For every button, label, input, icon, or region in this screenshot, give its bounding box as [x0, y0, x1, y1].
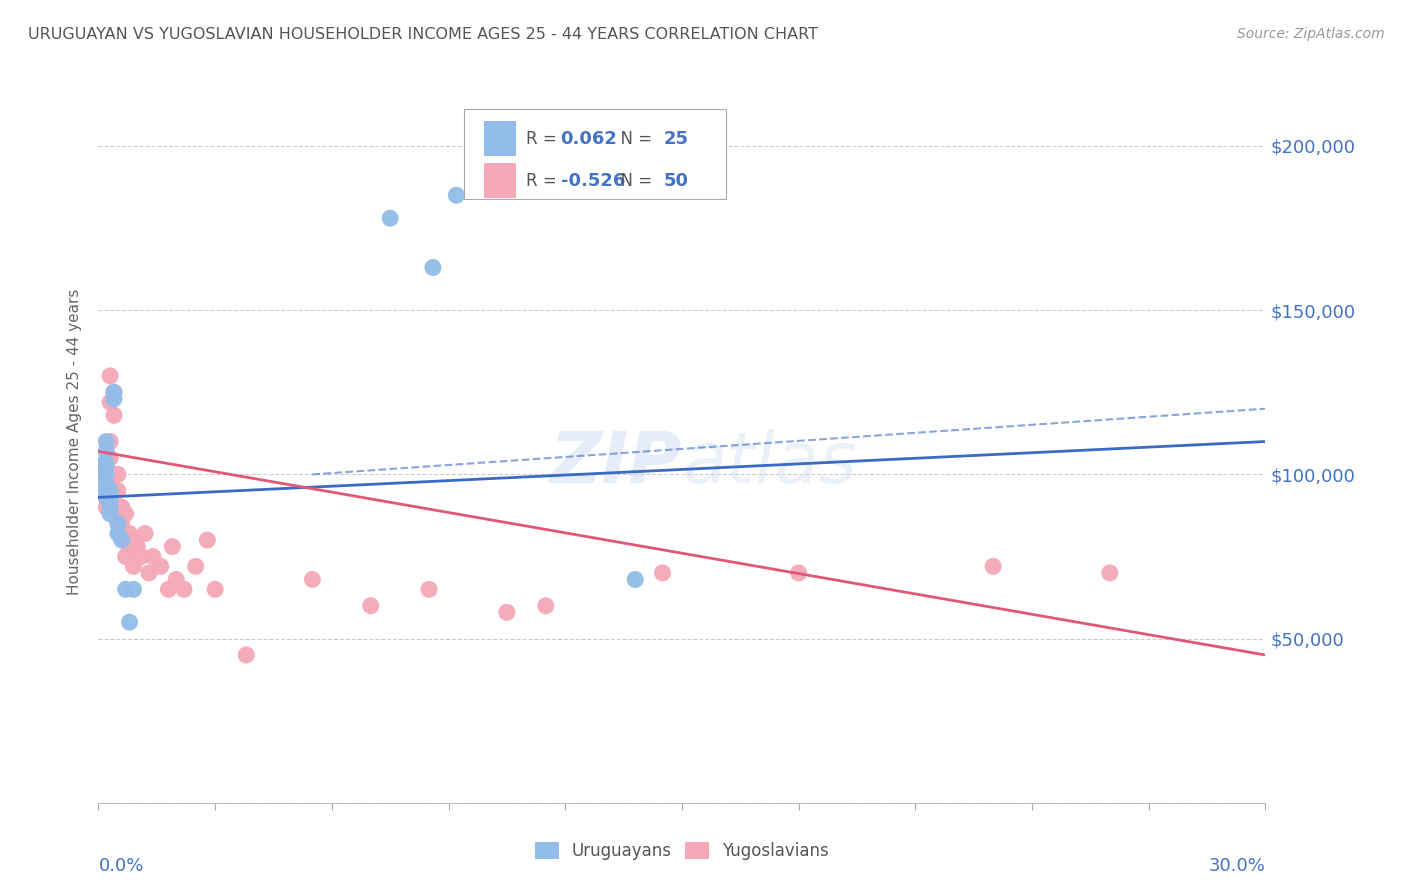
Point	[173, 582, 195, 597]
Point	[103, 409, 125, 423]
Point	[98, 507, 121, 521]
Point	[380, 211, 402, 226]
Point	[122, 582, 145, 597]
Point	[107, 526, 129, 541]
Point	[98, 500, 121, 515]
Point	[118, 540, 141, 554]
Point	[149, 559, 172, 574]
Text: 0.0%: 0.0%	[98, 857, 143, 875]
Text: R =: R =	[526, 172, 561, 190]
Text: Source: ZipAtlas.com: Source: ZipAtlas.com	[1237, 27, 1385, 41]
Point	[446, 188, 468, 202]
Point	[111, 516, 134, 531]
Point	[98, 395, 121, 409]
Text: 50: 50	[664, 172, 689, 190]
Point	[360, 599, 382, 613]
Text: URUGUAYAN VS YUGOSLAVIAN HOUSEHOLDER INCOME AGES 25 - 44 YEARS CORRELATION CHART: URUGUAYAN VS YUGOSLAVIAN HOUSEHOLDER INC…	[28, 27, 818, 42]
Point	[107, 516, 129, 531]
Point	[98, 483, 121, 498]
Text: N =: N =	[610, 172, 657, 190]
Point	[96, 458, 118, 472]
Point	[195, 533, 218, 547]
Point	[107, 467, 129, 482]
Point	[184, 559, 207, 574]
Point	[96, 467, 118, 482]
Point	[422, 260, 444, 275]
Bar	[484, 121, 516, 156]
Point	[103, 483, 125, 498]
Text: -0.526: -0.526	[561, 172, 624, 190]
Point	[981, 559, 1004, 574]
Point	[118, 615, 141, 630]
Point	[98, 474, 121, 488]
Point	[96, 491, 118, 505]
Point	[96, 444, 118, 458]
Point	[98, 368, 121, 383]
Point	[162, 540, 184, 554]
Point	[98, 493, 121, 508]
Point	[111, 526, 134, 541]
Point	[118, 526, 141, 541]
Point	[122, 559, 145, 574]
Point	[127, 540, 149, 554]
Point	[301, 573, 323, 587]
Point	[96, 474, 118, 488]
Point	[103, 385, 125, 400]
Point	[624, 573, 647, 587]
Text: 25: 25	[664, 130, 689, 148]
Point	[107, 507, 129, 521]
Point	[142, 549, 165, 564]
Point	[96, 477, 118, 491]
Text: 30.0%: 30.0%	[1209, 857, 1265, 875]
Legend: Uruguayans, Yugoslavians: Uruguayans, Yugoslavians	[529, 835, 835, 867]
Point	[96, 434, 118, 449]
Point	[91, 467, 114, 482]
Point	[103, 392, 125, 406]
Point	[496, 605, 519, 619]
Text: 0.062: 0.062	[561, 130, 617, 148]
Text: R =: R =	[526, 130, 561, 148]
Point	[114, 582, 136, 597]
Point	[103, 385, 125, 400]
Point	[787, 566, 810, 580]
Point	[129, 549, 152, 564]
Point	[122, 533, 145, 547]
Point	[235, 648, 257, 662]
Point	[96, 500, 118, 515]
Point	[204, 582, 226, 597]
Text: atlas: atlas	[682, 429, 856, 498]
Point	[534, 599, 557, 613]
Point	[96, 483, 118, 498]
Point	[165, 573, 187, 587]
Point	[138, 566, 160, 580]
Point	[96, 483, 118, 498]
Point	[114, 549, 136, 564]
Point	[107, 516, 129, 531]
Point	[98, 434, 121, 449]
Point	[103, 467, 125, 482]
Point	[91, 458, 114, 472]
Point	[157, 582, 180, 597]
Point	[91, 467, 114, 482]
Point	[134, 526, 156, 541]
Bar	[484, 163, 516, 198]
Point	[98, 450, 121, 465]
Point	[1098, 566, 1121, 580]
Text: ZIP: ZIP	[550, 429, 682, 498]
Point	[107, 483, 129, 498]
Point	[111, 500, 134, 515]
Point	[114, 507, 136, 521]
FancyBboxPatch shape	[464, 109, 727, 200]
Point	[418, 582, 440, 597]
Point	[114, 533, 136, 547]
Point	[651, 566, 673, 580]
Y-axis label: Householder Income Ages 25 - 44 years: Householder Income Ages 25 - 44 years	[67, 288, 83, 595]
Point	[111, 533, 134, 547]
Text: N =: N =	[610, 130, 657, 148]
